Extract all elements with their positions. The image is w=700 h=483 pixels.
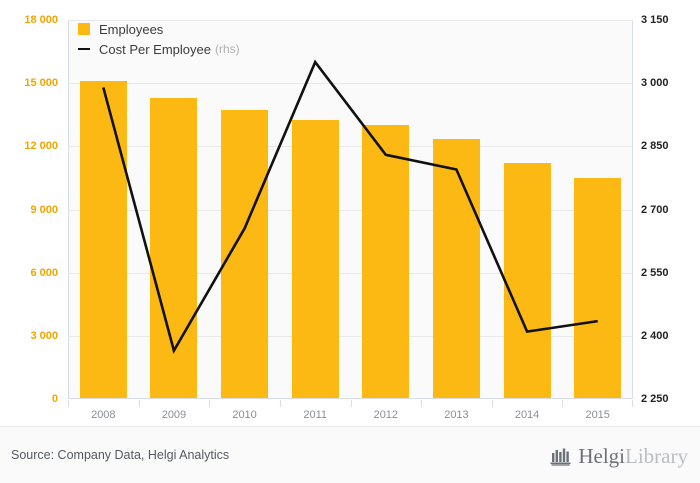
gridline [68,335,633,337]
y-axis-right: 2 250 2 400 2 550 2 700 2 850 3 000 3 150 [641,15,700,405]
x-axis-tick-label: 2009 [161,409,187,421]
helgi-library-mark-icon [550,446,572,466]
gridline [68,272,633,274]
gridline [68,83,633,85]
x-axis-tick [138,400,140,407]
y-axis-left-tick-label: 15 000 [24,77,58,90]
x-axis-tick-label: 2014 [514,409,540,421]
legend-item-label: Cost Per Employee [99,41,211,57]
y-axis-right-tick-label: 2 850 [641,140,669,153]
gridline [68,209,633,211]
x-axis-tick-label: 2013 [444,409,469,421]
brand-logo[interactable]: Helgi Library [550,443,688,469]
y-axis-left-tick-label: 3 000 [30,329,58,342]
y-axis-left: 0 3 000 6 000 9 000 12 000 15 000 18 000 [0,15,58,405]
y-axis-right-tick-label: 2 400 [641,329,669,342]
y-axis-right-tick-label: 3 150 [641,14,669,26]
legend-item-employees[interactable]: Employees [78,21,240,37]
legend-bar-swatch-icon [78,23,90,35]
x-axis-tick-label: 2008 [91,409,116,421]
x-axis-tick-label: 2010 [232,409,257,421]
y-axis-right-tick-label: 2 550 [641,266,669,279]
x-axis-tick [632,400,633,407]
y-axis-left-tick-label: 9 000 [30,203,58,216]
line-series-cost-per-employee [102,59,598,354]
gridline [68,146,633,148]
bar[interactable] [574,177,622,398]
source-text: Source: Company Data, Helgi Analytics [11,448,230,462]
y-axis-right-tick-label: 2 700 [641,203,669,216]
y-axis-right-tick-label: 2 250 [641,393,669,405]
x-axis-tick [491,400,493,407]
bar[interactable] [362,125,410,398]
brand-name-secondary: Library [625,443,688,468]
x-axis-tick [279,400,281,407]
x-axis-tick [68,400,69,407]
plot-area [68,20,633,399]
x-axis-tick [562,400,564,407]
gridline [68,20,633,21]
bar[interactable] [432,139,480,398]
plot-axis-baseline [68,398,633,399]
legend-item-cost-per-employee[interactable]: Cost Per Employee (rhs) [78,41,240,57]
bar[interactable] [503,163,551,398]
x-axis-tick [421,400,423,407]
bar[interactable] [291,120,339,398]
x-axis-tick-label: 2012 [373,409,399,421]
chart-footer: Source: Company Data, Helgi Analytics He… [0,426,700,483]
legend-item-axis-note: (rhs) [215,42,240,56]
brand-name-primary: Helgi [578,443,626,468]
bar[interactable] [79,81,127,398]
x-axis: 2008 2009 2010 2011 2012 2013 2014 2015 [68,400,633,426]
y-axis-left-tick-label: 6 000 [30,266,58,279]
x-axis-tick-label: 2015 [585,409,610,421]
y-axis-right-tick-label: 3 000 [641,77,669,90]
y-axis-left-tick-label: 12 000 [24,140,58,153]
legend-item-label: Employees [99,21,164,37]
y-axis-left-tick-label: 0 [51,393,58,405]
x-axis-tick [350,400,352,407]
y-axis-left-tick-label: 18 000 [24,14,58,26]
legend: Employees Cost Per Employee (rhs) [78,21,240,57]
x-axis-tick-label: 2011 [303,409,328,421]
legend-line-swatch-icon [78,43,90,55]
x-axis-tick [209,400,211,407]
line-path [102,59,598,354]
